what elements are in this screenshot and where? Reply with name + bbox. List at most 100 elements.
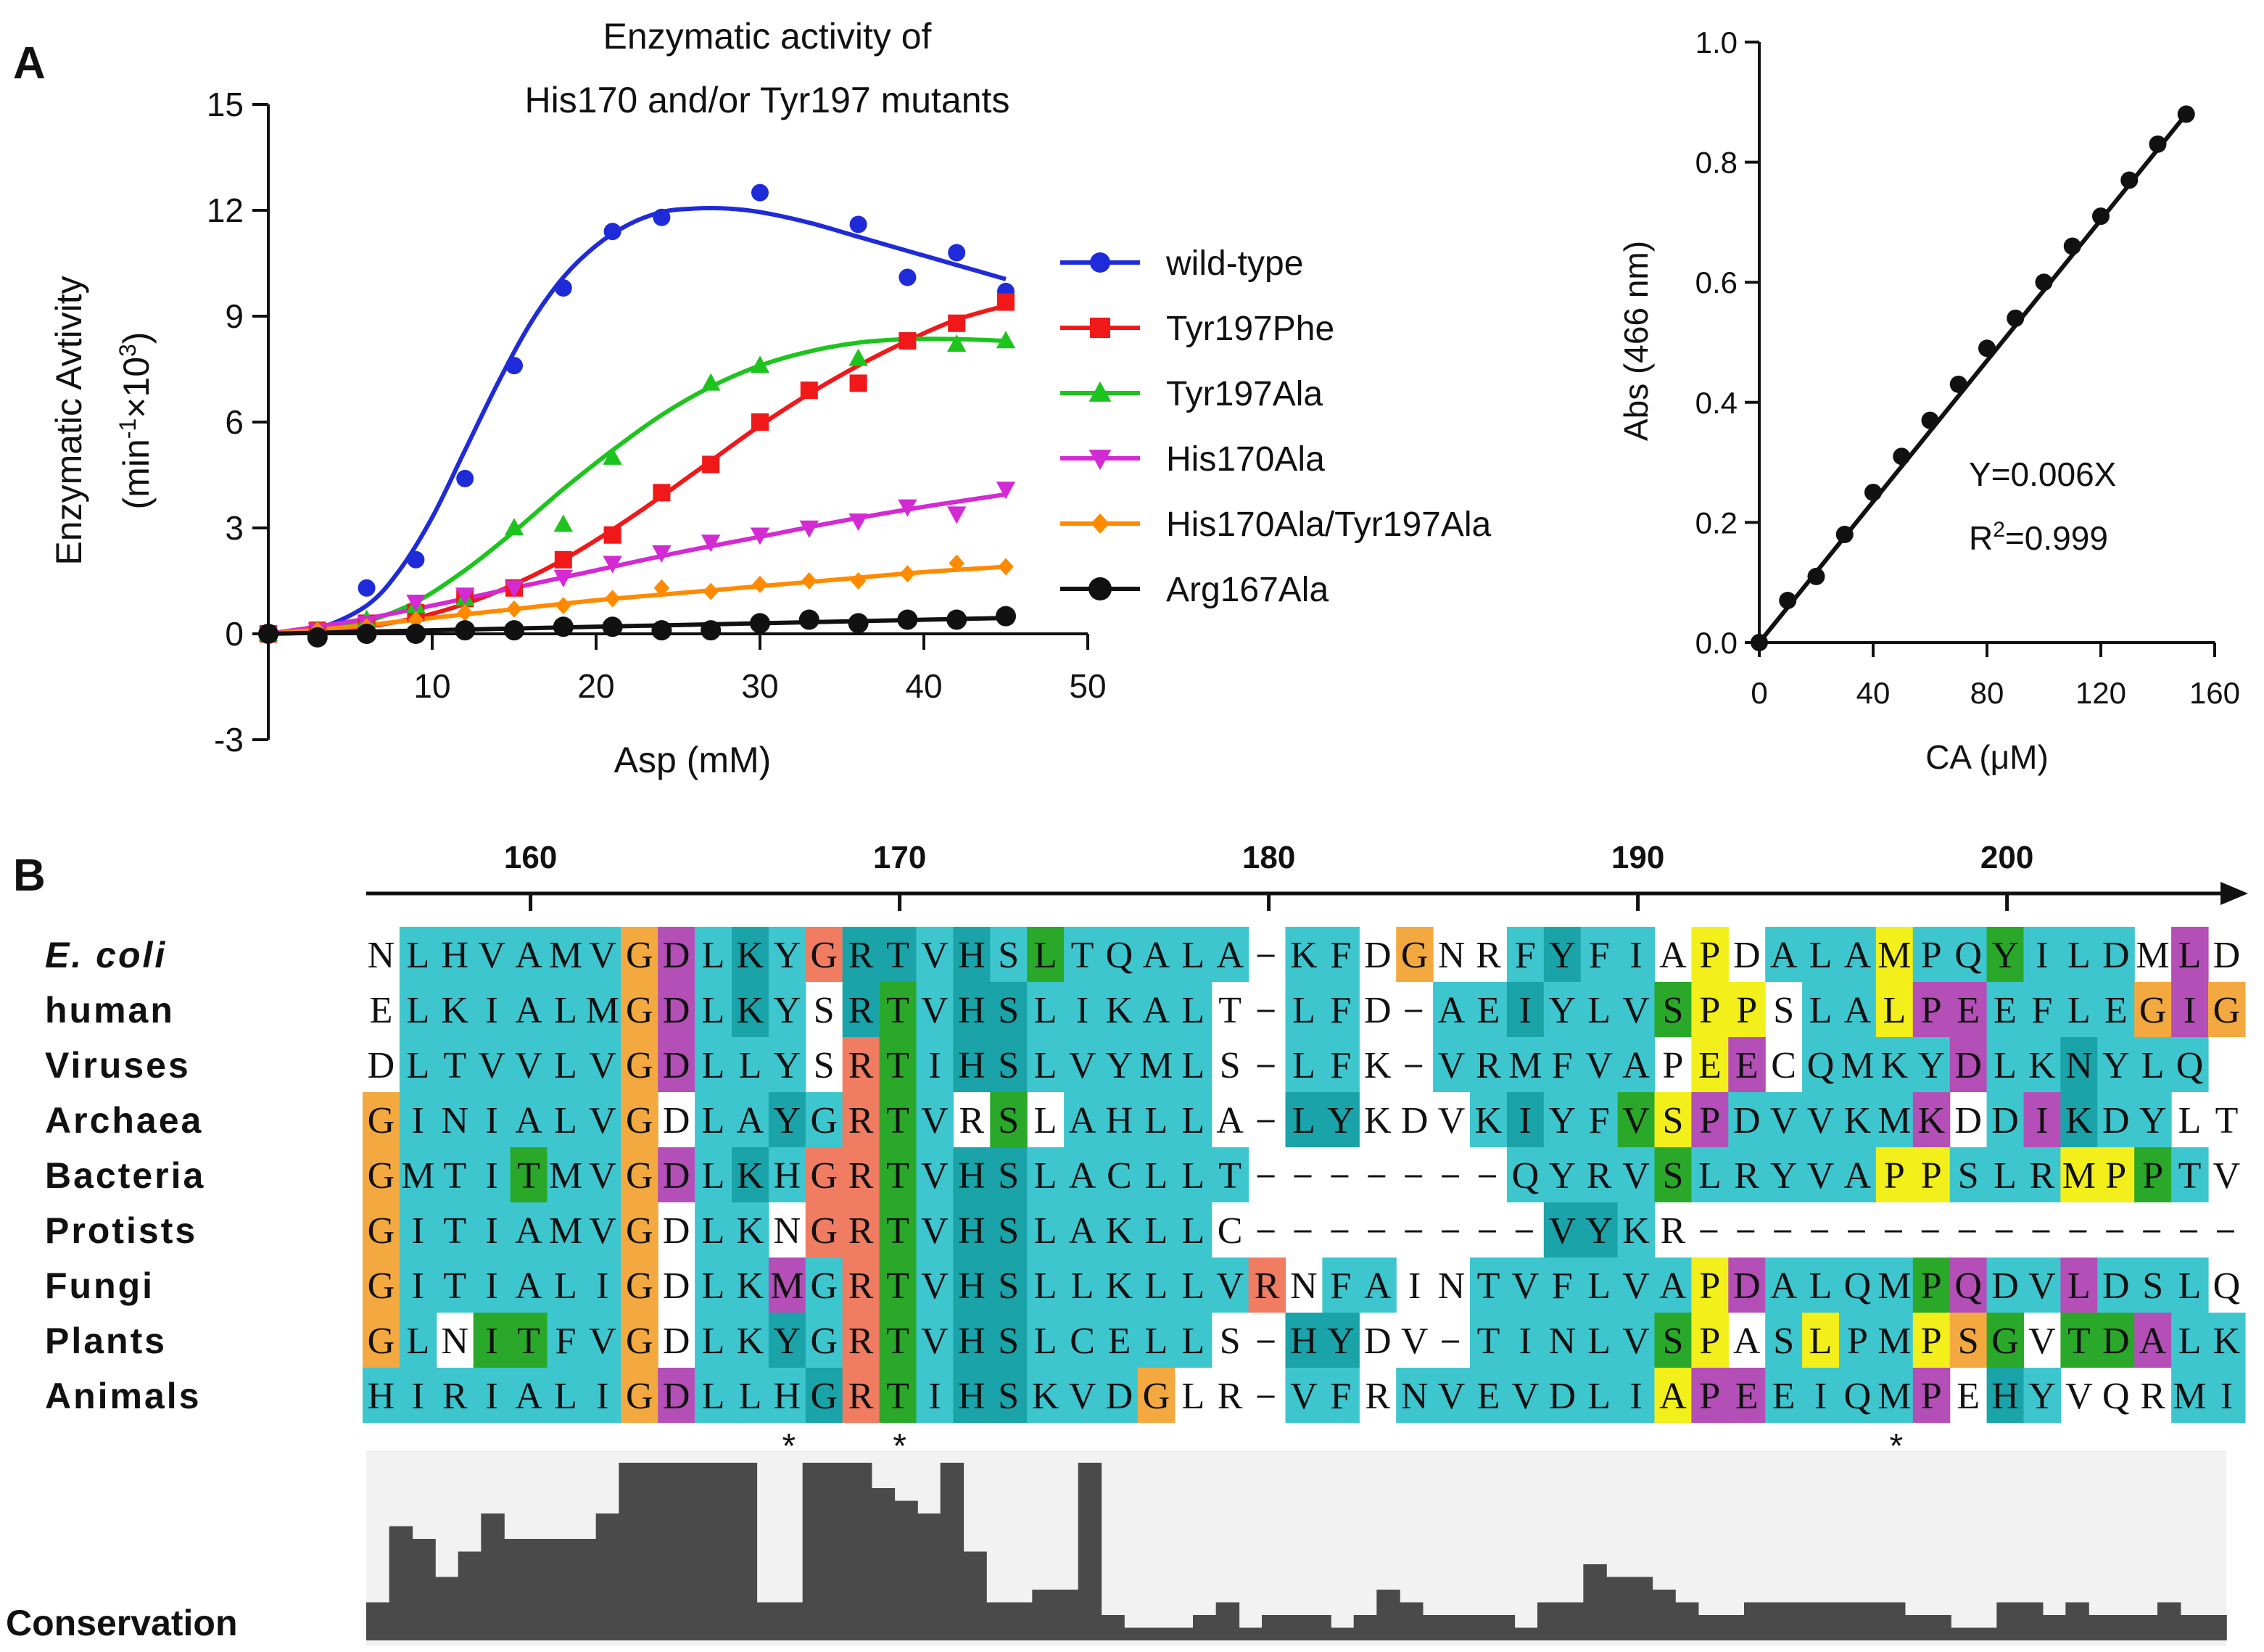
- residue-cell: [1986, 1257, 2025, 1313]
- conservation-bar: [1951, 1627, 1975, 1640]
- residue-letter: D: [663, 990, 690, 1031]
- residue-letter: M: [1840, 1045, 1874, 1086]
- residue-cell: [1912, 1313, 1951, 1368]
- residue-letter: T: [443, 1265, 466, 1307]
- residue-letter: L: [2178, 1321, 2202, 1362]
- data-point-Arg167Ala: [455, 620, 476, 641]
- data-point-His170Ala/Tyr197Ala: [653, 579, 670, 597]
- residue-cell: [1433, 982, 1471, 1037]
- residue-letter: V: [589, 1321, 616, 1362]
- data-point-His170Ala: [553, 569, 573, 587]
- residue-letter: D: [1954, 1045, 1982, 1086]
- residue-cell: [2097, 927, 2135, 982]
- residue-letter: L: [554, 1376, 577, 1417]
- residue-cell: [1027, 1037, 1065, 1092]
- fit-line-His170Ala: [268, 492, 1007, 636]
- residue-letter: G: [368, 1265, 395, 1307]
- residue-cell: [436, 1368, 474, 1423]
- residue-letter: M: [2136, 935, 2170, 976]
- residue-letter: I: [485, 1265, 497, 1307]
- residue-letter: M: [549, 1210, 582, 1252]
- legend-marker-Tyr197Ala: [1088, 381, 1112, 402]
- alignment-row-protists: Protists G I T I A M V G D L K N G R T V H S L A K L L C V Y K R: [45, 1202, 2234, 1257]
- residue-cell: [547, 1257, 584, 1313]
- residue-cell: [2097, 1092, 2135, 1147]
- conservation-bar: [780, 1602, 803, 1640]
- residue-cell: [1027, 1313, 1065, 1368]
- residue-cell: [2023, 1147, 2061, 1202]
- conservation-bar: [1859, 1602, 1883, 1640]
- activity-y-tick-label: 3: [225, 509, 244, 547]
- residue-letter: S: [998, 935, 1019, 976]
- residue-letter: A: [1770, 935, 1798, 976]
- residue-cell: [1875, 1368, 1914, 1423]
- residue-letter: M: [549, 1155, 582, 1197]
- residue-letter: Y: [1548, 935, 1576, 976]
- residue-letter: T: [1071, 935, 1094, 976]
- data-point-wild-type: [407, 550, 425, 569]
- residue-cell: [621, 1037, 658, 1092]
- residue-cell: [1064, 1368, 1102, 1423]
- data-point-Tyr197Phe: [948, 314, 966, 332]
- residue-cell: [1839, 927, 1877, 982]
- residue-letter: Y: [1548, 990, 1576, 1031]
- conservation-bar: [1537, 1602, 1561, 1640]
- residue-letter: F: [555, 1321, 576, 1362]
- conservation-bar: [1193, 1615, 1217, 1640]
- residue-cell: [1137, 1037, 1176, 1092]
- residue-cell: [2060, 1147, 2098, 1202]
- conservation-bar: [2065, 1602, 2089, 1640]
- residue-letter: T: [886, 1376, 909, 1417]
- residue-letter: S: [998, 1265, 1019, 1307]
- standard-y-tick-label: 0.6: [1695, 265, 1738, 300]
- data-point-Tyr197Phe: [800, 381, 818, 400]
- residue-cell: [1064, 1037, 1102, 1092]
- residue-cell: [842, 1037, 880, 1092]
- residue-letter: M: [1877, 935, 1911, 976]
- residue-letter: T: [2178, 1155, 2202, 1197]
- residue-cell: [732, 927, 769, 982]
- conservation-bar: [1721, 1615, 1745, 1640]
- residue-letter: G: [810, 1376, 838, 1417]
- residue-cell: [1543, 1147, 1582, 1202]
- residue-letter: V: [921, 990, 949, 1031]
- residue-cell: [1802, 927, 1840, 982]
- standard-data-point: [2063, 237, 2081, 255]
- residue-cell: [363, 1092, 400, 1147]
- residue-letter: D: [663, 1321, 690, 1362]
- residue-letter: Y: [1991, 935, 2019, 976]
- residue-letter: Q: [1512, 1155, 1540, 1197]
- standard-y-tick-label: 0.4: [1695, 386, 1738, 420]
- residue-letter: D: [2102, 1265, 2130, 1307]
- data-point-His170Ala/Tyr197Ala: [457, 603, 473, 621]
- standard-data-point: [2177, 105, 2195, 123]
- standard-curve-points: [1751, 105, 2195, 651]
- species-label: Archaea: [45, 1100, 203, 1141]
- residue-cell: [399, 1257, 437, 1313]
- standard-data-point: [1779, 592, 1797, 610]
- data-point-Tyr197Phe: [997, 293, 1015, 311]
- residue-cell: [695, 927, 732, 982]
- standard-y-tick-label: 0.8: [1695, 146, 1738, 180]
- conservation-bar: [458, 1551, 482, 1640]
- residue-letter: R: [848, 1265, 874, 1307]
- data-point-Tyr197Phe: [653, 484, 671, 502]
- residue-letter: T: [886, 935, 909, 976]
- residue-cell: [842, 982, 880, 1037]
- conservation-label: Conservation: [6, 1603, 238, 1643]
- data-point-wild-type: [554, 279, 572, 297]
- data-point-His170Ala: [652, 545, 672, 563]
- residue-cell: [584, 1313, 621, 1368]
- residue-cell: [990, 982, 1028, 1037]
- activity-chart-xlabel: Asp (mM): [614, 740, 772, 780]
- residue-cell: [2060, 1037, 2098, 1092]
- standard-x-tick-label: 160: [2189, 676, 2240, 710]
- data-point-Arg167Ala: [258, 624, 278, 644]
- residue-letter: V: [1069, 1376, 1096, 1417]
- residue-cell: [436, 927, 474, 982]
- residue-cell: [1691, 1037, 1729, 1092]
- data-point-His170Ala/Tyr197Ala: [850, 572, 867, 590]
- conservation-bar: [1744, 1602, 1768, 1640]
- residue-cell: [1027, 927, 1065, 982]
- species-label: Bacteria: [45, 1155, 205, 1196]
